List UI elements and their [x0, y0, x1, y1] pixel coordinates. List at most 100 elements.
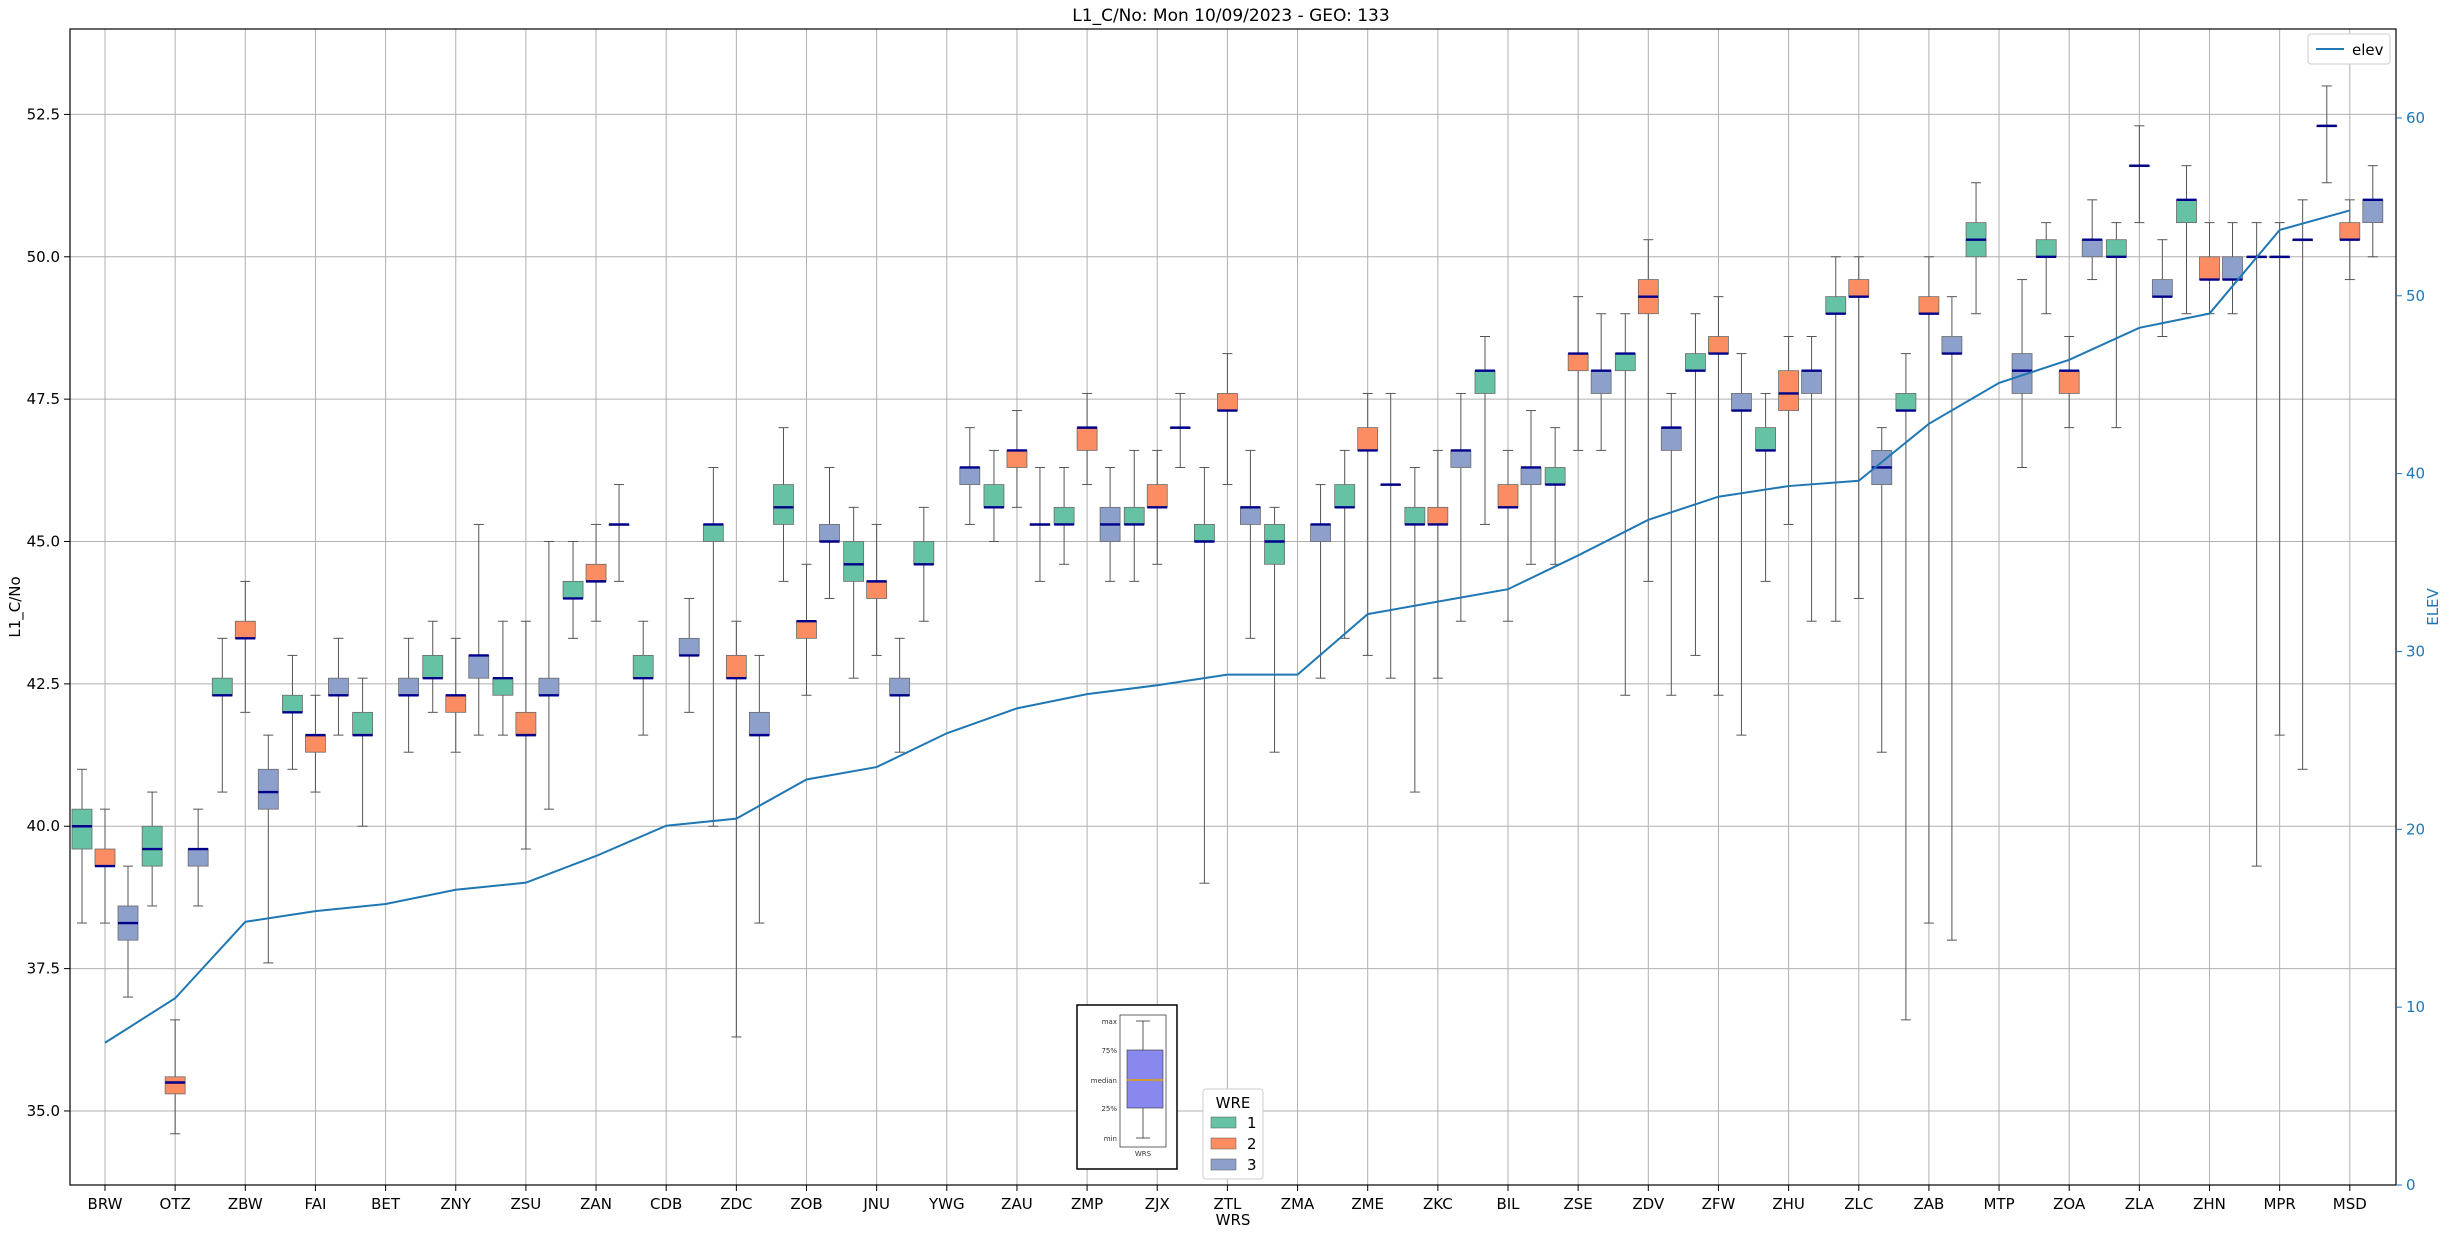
box-wre-1 — [1755, 427, 1776, 451]
box-wre-1 — [492, 677, 514, 696]
box-wre-3 — [2011, 353, 2033, 394]
box-key-label-max: max — [1102, 1018, 1117, 1026]
box-wre-3 — [2362, 199, 2384, 224]
box-wre-1 — [773, 484, 794, 525]
box-wre-1 — [562, 580, 584, 599]
box-wre-2 — [1918, 296, 1940, 315]
wre-legend-swatch-2 — [1210, 1137, 1237, 1150]
box-wre-1 — [2105, 239, 2127, 258]
box-wre-3 — [398, 677, 420, 696]
wre-legend-title: WRE — [1216, 1094, 1251, 1112]
x-tick-label: ZOA — [2053, 1195, 2086, 1213]
box-wre-3 — [959, 467, 981, 485]
box-wre-2 — [2058, 370, 2080, 394]
box-wre-2 — [796, 620, 817, 639]
x-tick-label: ZTL — [1214, 1195, 1242, 1213]
x-tick-label: YWG — [928, 1195, 965, 1213]
box-key-label-median: median — [1091, 1077, 1117, 1085]
x-tick-label: MTP — [1983, 1195, 2014, 1213]
y-right-tick-label: 40 — [2406, 465, 2425, 483]
y-tick-label: 40.0 — [27, 817, 60, 835]
y-right-tick-label: 60 — [2406, 109, 2425, 127]
wre-legend-label-3: 3 — [1247, 1156, 1257, 1174]
box-wre-2 — [1357, 427, 1379, 451]
box-key-box — [1126, 1049, 1164, 1109]
x-tick-label: CDB — [650, 1195, 682, 1213]
box-wre-2 — [1708, 336, 1729, 354]
box-wre-3 — [468, 655, 490, 679]
y-axis-label-right: ELEV — [2424, 587, 2442, 625]
y-right-tick-label: 10 — [2406, 998, 2425, 1016]
box-wre-1 — [282, 694, 303, 713]
box-wre-1 — [1053, 506, 1075, 525]
box-wre-2 — [1497, 484, 1519, 508]
box-wre-2 — [234, 620, 256, 639]
box-wre-3 — [1450, 449, 1472, 468]
whiskers — [77, 85, 2378, 1135]
y-tick-label: 35.0 — [27, 1102, 60, 1120]
box-key-inset: max 75% median 25% min WRS — [1076, 1004, 1178, 1170]
chart-title: L1_C/No: Mon 10/09/2023 - GEO: 133 — [1072, 6, 1389, 26]
box-wre-3 — [187, 848, 209, 867]
x-tick-label: ZDV — [1632, 1195, 1665, 1213]
box-wre-1 — [141, 825, 163, 867]
box-wre-1 — [1825, 296, 1847, 315]
box-wre-2 — [725, 655, 747, 679]
box-wre-1 — [422, 655, 444, 679]
x-tick-label: FAI — [304, 1195, 326, 1213]
y-right-tick-label: 20 — [2406, 820, 2425, 838]
elev-legend-label: elev — [2352, 41, 2384, 59]
x-tick-label: ZSE — [1564, 1195, 1593, 1213]
x-tick-label: ZKC — [1423, 1195, 1453, 1213]
box-wre-2 — [164, 1076, 186, 1095]
box-wre-3 — [889, 677, 911, 696]
box-wre-3 — [819, 524, 840, 542]
box-key-label-q3: 75% — [1101, 1047, 1117, 1055]
box-wre-3 — [2151, 279, 2173, 298]
box-wre-1 — [1614, 353, 1636, 372]
box-wre-1 — [211, 677, 233, 696]
box-wre-3 — [2222, 256, 2243, 280]
box-wre-2 — [1567, 353, 1589, 372]
x-tick-label: ZAU — [1001, 1195, 1033, 1213]
x-tick-label: ZJX — [1145, 1195, 1170, 1213]
box-wre-2 — [585, 563, 607, 582]
box-wre-3 — [1240, 506, 1261, 525]
x-tick-label: BIL — [1496, 1195, 1520, 1213]
boxes — [71, 124, 2384, 1095]
x-tick-label: OTZ — [160, 1195, 191, 1213]
x-tick-label: ZAN — [580, 1195, 612, 1213]
x-tick-label: ZME — [1351, 1195, 1384, 1213]
y-tick-label: 37.5 — [27, 960, 60, 978]
y-right-tick-label: 0 — [2406, 1176, 2416, 1194]
y-axis-right: 0 10 20 30 40 50 60 — [2395, 29, 2425, 1194]
box-wre-2 — [1427, 506, 1449, 525]
box-wre-3 — [678, 637, 700, 656]
x-tick-label: ZOB — [790, 1195, 822, 1213]
box-wre-2 — [1006, 449, 1028, 468]
box-wre-1 — [983, 484, 1005, 508]
box-wre-1 — [1895, 393, 1917, 411]
box-wre-3 — [1731, 393, 1752, 411]
box-wre-1 — [1404, 506, 1426, 525]
y-tick-label: 50.0 — [27, 248, 60, 266]
box-wre-3 — [1310, 524, 1331, 542]
wre-legend: WRE 1 2 3 — [1202, 1088, 1264, 1180]
box-wre-2 — [2199, 256, 2220, 280]
x-tick-label: ZHU — [1772, 1195, 1805, 1213]
x-tick-label: ZHN — [2193, 1195, 2226, 1213]
y-tick-label: 45.0 — [27, 533, 60, 551]
elev-legend-frame — [2307, 33, 2391, 65]
x-tick-label: ZMP — [1071, 1195, 1103, 1213]
x-tick-label: BRW — [88, 1195, 123, 1213]
box-wre-1 — [1334, 484, 1356, 508]
x-tick-label: JNU — [862, 1195, 890, 1213]
y-tick-label: 52.5 — [27, 105, 60, 123]
box-wre-1 — [632, 655, 654, 679]
box-wre-1 — [1544, 467, 1566, 485]
box-wre-3 — [538, 677, 560, 696]
elev-legend: elev — [2307, 33, 2391, 65]
box-wre-3 — [1801, 370, 1822, 394]
y-tick-label: 47.5 — [27, 390, 60, 408]
box-wre-3 — [1590, 370, 1612, 394]
